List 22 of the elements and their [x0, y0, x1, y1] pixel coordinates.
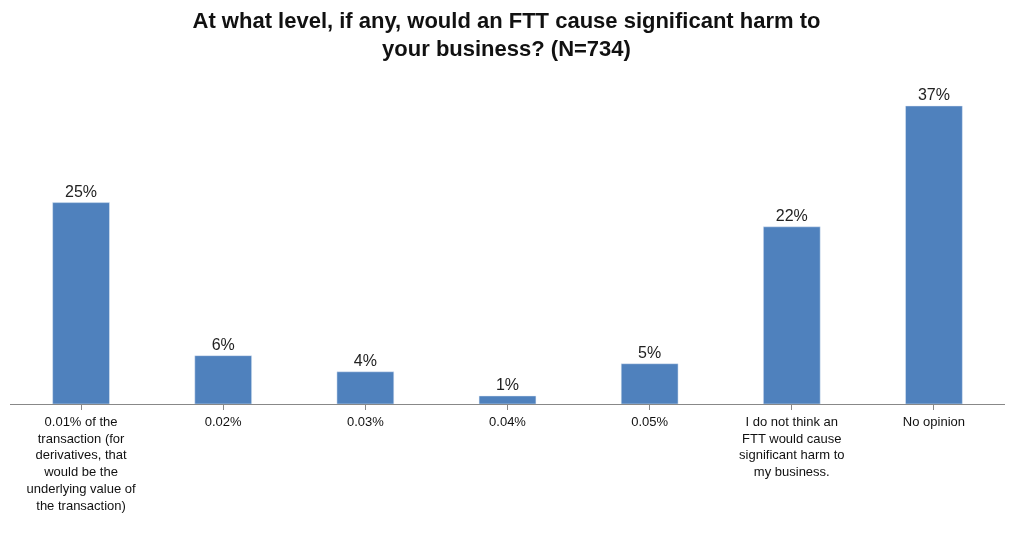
- data-label: 1%: [495, 375, 520, 393]
- x-tick-label: 0.03%: [346, 413, 385, 429]
- bar: [194, 355, 252, 404]
- data-label: 6%: [211, 335, 235, 353]
- x-tick-label: 0.02%: [204, 413, 243, 429]
- bar: [620, 363, 679, 404]
- x-tick-label: 0.01% of the transaction (for derivatives, that would be the underlying value of the transaction): [26, 413, 137, 514]
- bar: [763, 226, 821, 404]
- x-tick-label: 0.05%: [631, 413, 669, 429]
- data-label: 22%: [775, 206, 808, 224]
- data-label: 25%: [65, 182, 98, 200]
- bar: [52, 202, 110, 404]
- chart-title: At what level, if any, would an FTT cause significant harm to your business? (N=734): [192, 7, 821, 62]
- bar: [478, 395, 537, 404]
- x-tick-label: 0.04%: [489, 413, 527, 429]
- data-label: 37%: [917, 85, 950, 103]
- data-label: 5%: [638, 343, 662, 361]
- data-label: 4%: [353, 351, 377, 369]
- bar: [336, 371, 395, 404]
- bar: [905, 105, 963, 404]
- x-tick-label: I do not think an FTT would cause significant harm to my business.: [739, 413, 845, 480]
- x-tick-label: No opinion: [902, 413, 966, 429]
